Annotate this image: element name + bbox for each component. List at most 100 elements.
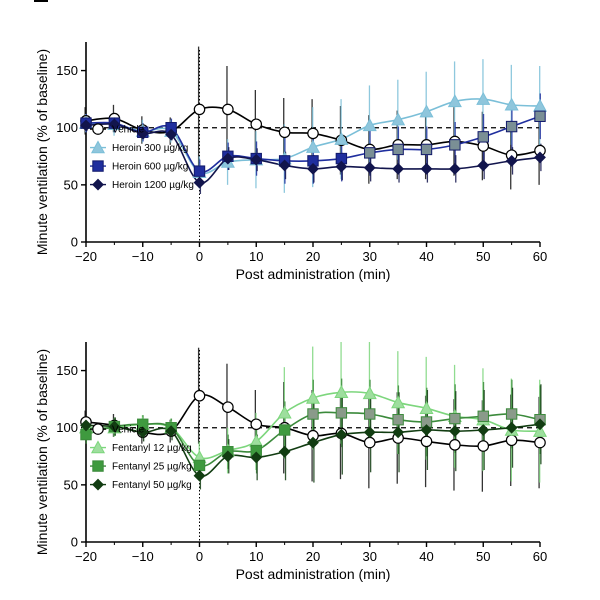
x-tick-label: 50 [476, 549, 490, 564]
data-point [505, 154, 518, 167]
x-tick-label: −20 [75, 249, 97, 264]
chart-fentanyl: 0 50 100 150 −20 −10 0 10 20 30 40 50 60 Post adminis… [34, 342, 548, 582]
chart-heroin: 0 50 100 150 −20 −10 0 10 20 30 40 50 60 Post adminis… [34, 42, 547, 282]
y-tick-label: 0 [71, 535, 78, 550]
data-point [449, 412, 461, 425]
data-point [504, 97, 519, 111]
data-point [278, 159, 291, 172]
x-tick-label: 40 [419, 549, 433, 564]
data-point [532, 423, 548, 437]
data-point [363, 436, 376, 449]
data-point [362, 118, 377, 132]
data-point [278, 424, 291, 436]
data-point [392, 414, 404, 426]
data-point [476, 91, 491, 105]
data-point [193, 103, 206, 116]
data-point [307, 162, 319, 175]
data-point [448, 162, 461, 175]
data-point [477, 424, 490, 436]
data-point [277, 405, 292, 419]
x-tick-label: 0 [196, 249, 203, 264]
data-point [505, 434, 518, 447]
y-tick-label: 50 [64, 477, 78, 492]
x-tick-label: 0 [196, 549, 203, 564]
data-point [477, 440, 490, 452]
data-point [305, 390, 321, 404]
data-point [307, 408, 319, 420]
data-point [222, 103, 234, 116]
data-point [391, 395, 406, 409]
y-tick-label: 150 [56, 363, 78, 378]
x-tick-label: 60 [533, 249, 547, 264]
data-point [108, 118, 121, 131]
legend-label: Vehicle [112, 425, 145, 436]
data-point [250, 118, 263, 131]
data-point [278, 126, 291, 139]
x-tick-label: 10 [249, 249, 263, 264]
legend-marker [90, 140, 106, 154]
legend-label: Heroin 300 µg/kg [112, 143, 188, 154]
data-point [477, 159, 490, 172]
x-tick-label: −10 [132, 249, 154, 264]
legend-marker [92, 160, 104, 172]
data-point [307, 436, 319, 449]
data-point [534, 110, 546, 122]
data-point [136, 426, 149, 439]
data-point [420, 424, 433, 436]
data-point [534, 151, 546, 164]
legend-label: Vehicle [112, 125, 145, 136]
x-tick-label: 40 [419, 249, 433, 264]
x-tick-label: 20 [306, 249, 320, 264]
data-point [447, 94, 462, 108]
y-tick-label: 100 [56, 420, 78, 435]
data-point [363, 426, 376, 439]
data-point [335, 407, 348, 419]
data-point [419, 401, 434, 414]
data-point [449, 439, 461, 451]
data-point [136, 127, 149, 140]
y-axis-label: Minute ventilation (% of baseline) [34, 49, 50, 255]
legend-label: Fentanyl 12 µg/kg [112, 443, 192, 454]
data-point [363, 161, 376, 174]
data-point [165, 425, 178, 438]
data-point [307, 127, 319, 140]
legend-marker [90, 440, 106, 454]
data-point [505, 421, 518, 434]
x-tick-label: 20 [306, 549, 320, 564]
data-point [391, 112, 406, 126]
data-point [221, 450, 234, 463]
data-point [335, 428, 348, 441]
y-tick-label: 50 [64, 177, 78, 192]
x-axis-label: Post administration (min) [236, 566, 391, 582]
x-tick-label: 50 [476, 249, 490, 264]
data-point [477, 410, 489, 422]
data-point [364, 408, 376, 420]
data-point [392, 143, 404, 156]
legend-marker [92, 123, 104, 135]
legend-marker [92, 423, 104, 435]
data-point [335, 160, 348, 173]
data-point [193, 459, 206, 472]
data-point [364, 147, 376, 159]
data-point [477, 131, 489, 143]
data-point [448, 425, 461, 438]
data-point [250, 451, 263, 464]
data-point [420, 162, 433, 175]
data-point [305, 139, 321, 153]
data-point [80, 119, 92, 132]
y-tick-label: 100 [56, 120, 78, 135]
x-axis-label: Post administration (min) [236, 266, 391, 282]
data-point [505, 120, 518, 133]
x-tick-label: 60 [533, 549, 547, 564]
y-tick-label: 150 [56, 63, 78, 78]
data-point [534, 418, 546, 431]
data-point [193, 176, 206, 189]
legend-label: Fentanyl 50 µg/kg [112, 480, 192, 491]
data-point [165, 128, 178, 141]
data-point [420, 143, 433, 156]
legend-marker [92, 478, 104, 491]
data-point [278, 445, 291, 458]
data-point [80, 419, 92, 432]
x-tick-label: 30 [363, 249, 377, 264]
data-point [392, 162, 405, 175]
